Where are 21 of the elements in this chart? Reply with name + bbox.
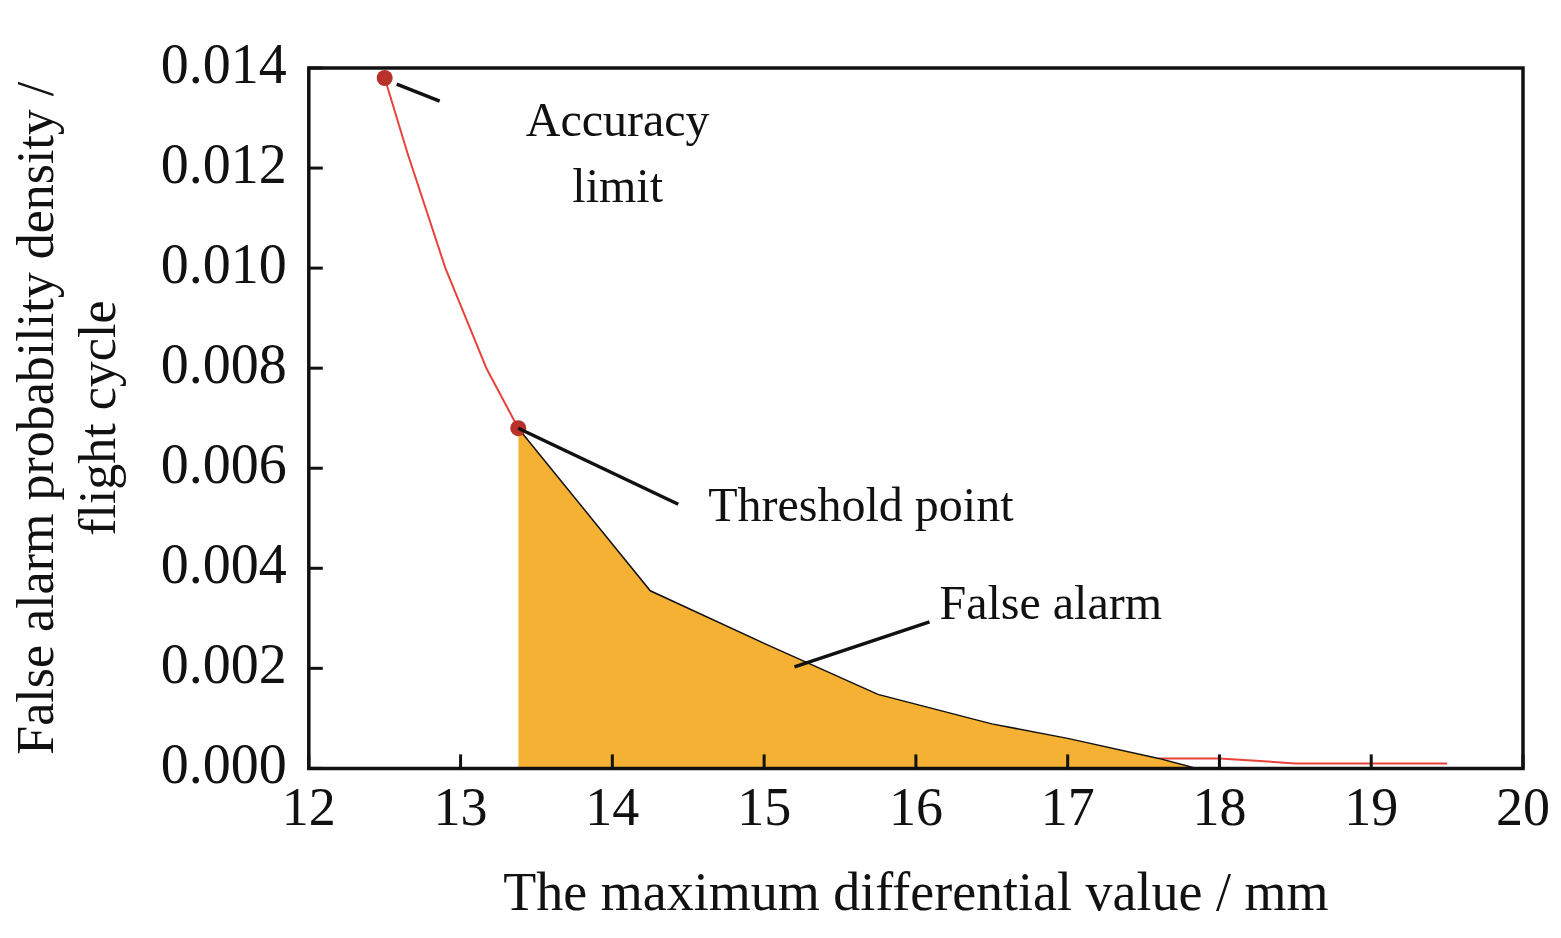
y-tick-label: 0.002	[160, 633, 287, 696]
x-tick-label: 13	[433, 776, 488, 837]
y-tick-label: 0.008	[160, 332, 287, 395]
annotation: Accuracy limit	[525, 92, 710, 212]
y-tick-label: 0.004	[160, 532, 287, 595]
annotation: Threshold point	[708, 477, 1015, 531]
x-tick-label: 18	[1192, 776, 1247, 837]
y-axis-title: False alarm probability density / flight cycle	[6, 81, 127, 755]
x-tick-label: 16	[888, 776, 943, 837]
y-tick-label: 0.012	[160, 132, 287, 195]
x-tick-label: 14	[585, 776, 640, 837]
x-tick-label: 17	[1040, 776, 1095, 837]
y-tick-label: 0.010	[160, 232, 287, 295]
y-tick-label: 0.006	[160, 432, 287, 495]
x-tick-label: 20	[1496, 776, 1550, 837]
annotation: False alarm	[939, 576, 1163, 630]
x-tick-label: 19	[1344, 776, 1399, 837]
y-tick-label: 0.000	[160, 733, 287, 796]
x-axis-title: The maximum differential value / mm	[503, 861, 1329, 922]
y-tick-label: 0.014	[160, 32, 287, 95]
x-tick-label: 15	[737, 776, 792, 837]
